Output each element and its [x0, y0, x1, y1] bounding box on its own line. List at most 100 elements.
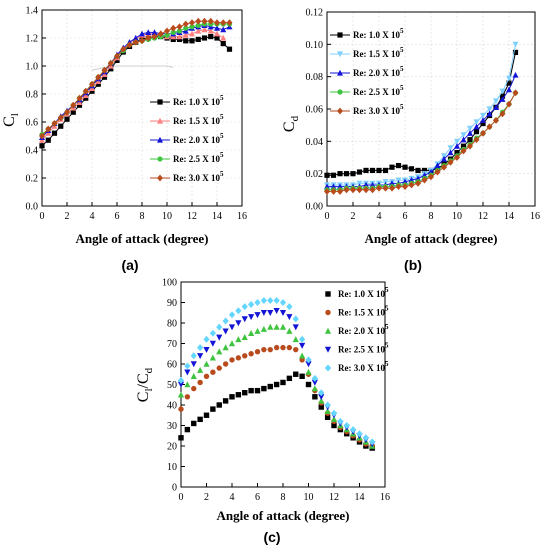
data-point	[191, 385, 197, 392]
x-tick-label: 12	[329, 492, 339, 503]
x-axis-title: Angle of attack (degree)	[365, 231, 498, 246]
data-point	[402, 164, 408, 170]
data-point	[76, 102, 83, 108]
series-1	[178, 371, 375, 451]
data-point	[57, 114, 64, 122]
data-point	[299, 357, 305, 363]
data-point	[343, 171, 350, 177]
x-tick-label: 14	[504, 211, 514, 222]
data-point	[254, 387, 261, 394]
y-tick-label: 40	[167, 401, 177, 412]
data-point	[254, 312, 261, 319]
data-point	[157, 30, 164, 38]
y-tick-label: 0.08	[306, 72, 324, 83]
legend-item: Re: 3.0 X 105	[330, 103, 404, 116]
data-point	[64, 116, 70, 122]
legend-label-text: Re: 2.5 X 10	[338, 345, 385, 355]
data-point	[447, 145, 454, 151]
data-point	[324, 172, 330, 178]
x-tick-label: 2	[65, 211, 70, 222]
legend-label-exponent: 5	[385, 286, 389, 294]
y-axis-title-sub: d	[143, 367, 155, 373]
x-tick-label: 10	[162, 211, 172, 222]
data-point	[493, 104, 499, 110]
data-point	[286, 375, 293, 382]
data-point	[267, 383, 273, 390]
data-point	[157, 156, 163, 162]
data-point	[184, 394, 191, 400]
data-point	[235, 320, 242, 327]
legend-label-exponent: 5	[385, 342, 389, 350]
data-point	[176, 36, 183, 42]
x-tick-label: 12	[187, 211, 197, 222]
y-tick-label: 90	[167, 298, 177, 309]
data-point	[170, 36, 176, 42]
data-point	[324, 327, 332, 334]
data-point	[499, 88, 506, 95]
data-point	[467, 142, 473, 150]
x-tick-label: 8	[140, 211, 145, 222]
x-tick-label: 0	[325, 211, 330, 222]
data-point	[177, 391, 185, 398]
data-point	[178, 406, 184, 412]
data-point	[203, 412, 210, 418]
data-point	[311, 374, 318, 382]
x-axis-title: Angle of attack (degree)	[217, 508, 350, 523]
data-point	[208, 34, 214, 40]
data-point	[467, 130, 473, 136]
data-point	[293, 371, 299, 377]
panel-label: (c)	[263, 529, 280, 545]
y-tick-label: 70	[167, 339, 177, 350]
data-point	[261, 346, 267, 353]
x-tick-label: 6	[255, 492, 260, 503]
y-tick-label: 0	[172, 483, 177, 494]
data-point	[241, 316, 248, 323]
data-point	[235, 392, 242, 398]
y-axis-title-main: C	[281, 121, 298, 132]
data-point	[486, 106, 493, 113]
legend-label: Re: 2.0 X 105	[173, 132, 224, 145]
data-point	[45, 125, 52, 133]
data-point	[337, 69, 343, 76]
data-point	[76, 94, 83, 102]
data-point	[70, 109, 76, 115]
data-point	[197, 344, 204, 352]
data-point	[248, 301, 255, 309]
data-point	[267, 310, 274, 317]
x-tick-label: 0	[179, 492, 184, 503]
legend-label-text: Re: 1.5 X 10	[353, 49, 400, 59]
data-point	[330, 188, 337, 195]
data-point	[203, 373, 210, 379]
legend-label-text: Re: 1.0 X 10	[353, 30, 400, 40]
data-point	[292, 315, 299, 323]
data-point	[273, 323, 280, 330]
data-point	[473, 119, 480, 126]
data-point	[164, 32, 170, 38]
y-axis-title: Cd	[281, 115, 301, 132]
legend-label-text: Re: 1.5 X 10	[173, 116, 220, 126]
legend-item: Re: 2.0 X 105	[150, 132, 224, 145]
legend-label-text: Re: 3.0 X 10	[338, 363, 385, 373]
data-point	[467, 137, 473, 143]
data-point	[228, 340, 236, 347]
data-point	[132, 38, 139, 46]
data-point	[512, 71, 519, 78]
data-point	[201, 26, 208, 33]
legend-label: Re: 2.0 X 105	[338, 323, 389, 336]
data-point	[189, 24, 195, 30]
data-point	[273, 381, 280, 388]
legend-label-exponent: 5	[385, 305, 389, 313]
legend-item: Re: 3.0 X 105	[324, 360, 389, 373]
x-tick-label: 4	[90, 211, 95, 222]
data-point	[241, 303, 248, 311]
data-point	[189, 38, 195, 44]
data-point	[512, 41, 519, 48]
y-tick-label: 1.0	[26, 62, 39, 73]
data-point	[216, 323, 223, 331]
y-tick-label: 0.12	[306, 8, 324, 19]
data-point	[434, 162, 441, 169]
y-tick-label: 0.00	[306, 202, 324, 213]
data-point	[126, 41, 133, 49]
x-tick-label: 10	[452, 211, 462, 222]
data-point	[229, 394, 235, 400]
